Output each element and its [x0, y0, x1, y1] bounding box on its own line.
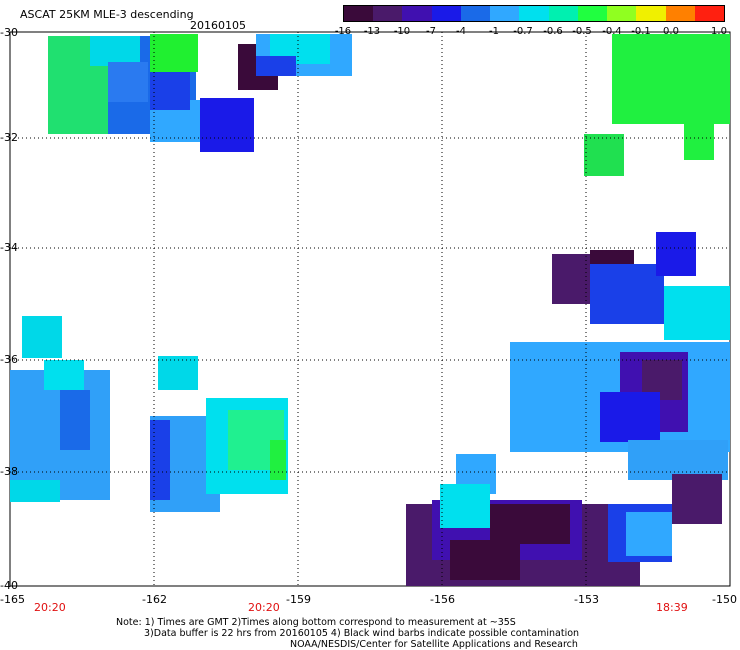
swath-top-center	[238, 34, 352, 90]
colorbar-swatch	[694, 6, 725, 21]
time-label: 20:20	[34, 601, 66, 614]
colorbar-swatch	[665, 6, 695, 21]
colorbar-swatch	[344, 6, 374, 21]
swath-lower-center	[406, 454, 640, 586]
swath-center	[150, 398, 288, 512]
y-axis-label: -38	[0, 465, 18, 478]
colorbar-swatch	[607, 6, 637, 21]
note-line-3: NOAA/NESDIS/Center for Satellite Applica…	[290, 639, 578, 650]
colorbar-swatch	[519, 6, 549, 21]
colorbar-swatch	[373, 6, 403, 21]
y-axis-label: -30	[0, 26, 18, 39]
swath-top-right	[584, 34, 730, 176]
x-axis-label: -150	[712, 593, 737, 606]
time-label: 18:39	[656, 601, 688, 614]
y-axis-label: -36	[0, 353, 18, 366]
map-date: 20160105	[190, 19, 246, 32]
colorbar-swatch	[577, 6, 608, 21]
swath-left-small	[158, 356, 198, 390]
x-axis-label: -165	[0, 593, 25, 606]
note-line-1: Note: 1) Times are GMT 2)Times along bot…	[116, 617, 516, 628]
colorbar-swatch	[636, 6, 666, 21]
note-line-2: 3)Data buffer is 22 hrs from 20160105 4)…	[144, 628, 580, 639]
swath-right	[510, 232, 730, 562]
colorbar-swatch	[490, 6, 520, 21]
time-label: 20:20	[248, 601, 280, 614]
x-axis-label: -162	[142, 593, 167, 606]
swath-left-middle	[10, 316, 110, 502]
colorbar-swatch	[431, 6, 461, 21]
x-axis-label: -153	[574, 593, 599, 606]
y-axis-label: -34	[0, 241, 18, 254]
colorbar-swatch	[402, 6, 432, 21]
swath-top-left	[48, 34, 254, 152]
grid-lines	[10, 32, 730, 586]
y-axis-label: -40	[0, 579, 18, 592]
x-axis-label: -159	[286, 593, 311, 606]
colorbar-swatch	[548, 6, 578, 21]
colorbar-swatch	[460, 6, 491, 21]
map-title: ASCAT 25KM MLE-3 descending	[20, 8, 194, 21]
x-axis-label: -156	[430, 593, 455, 606]
colorbar	[343, 5, 725, 22]
y-axis-label: -32	[0, 131, 18, 144]
